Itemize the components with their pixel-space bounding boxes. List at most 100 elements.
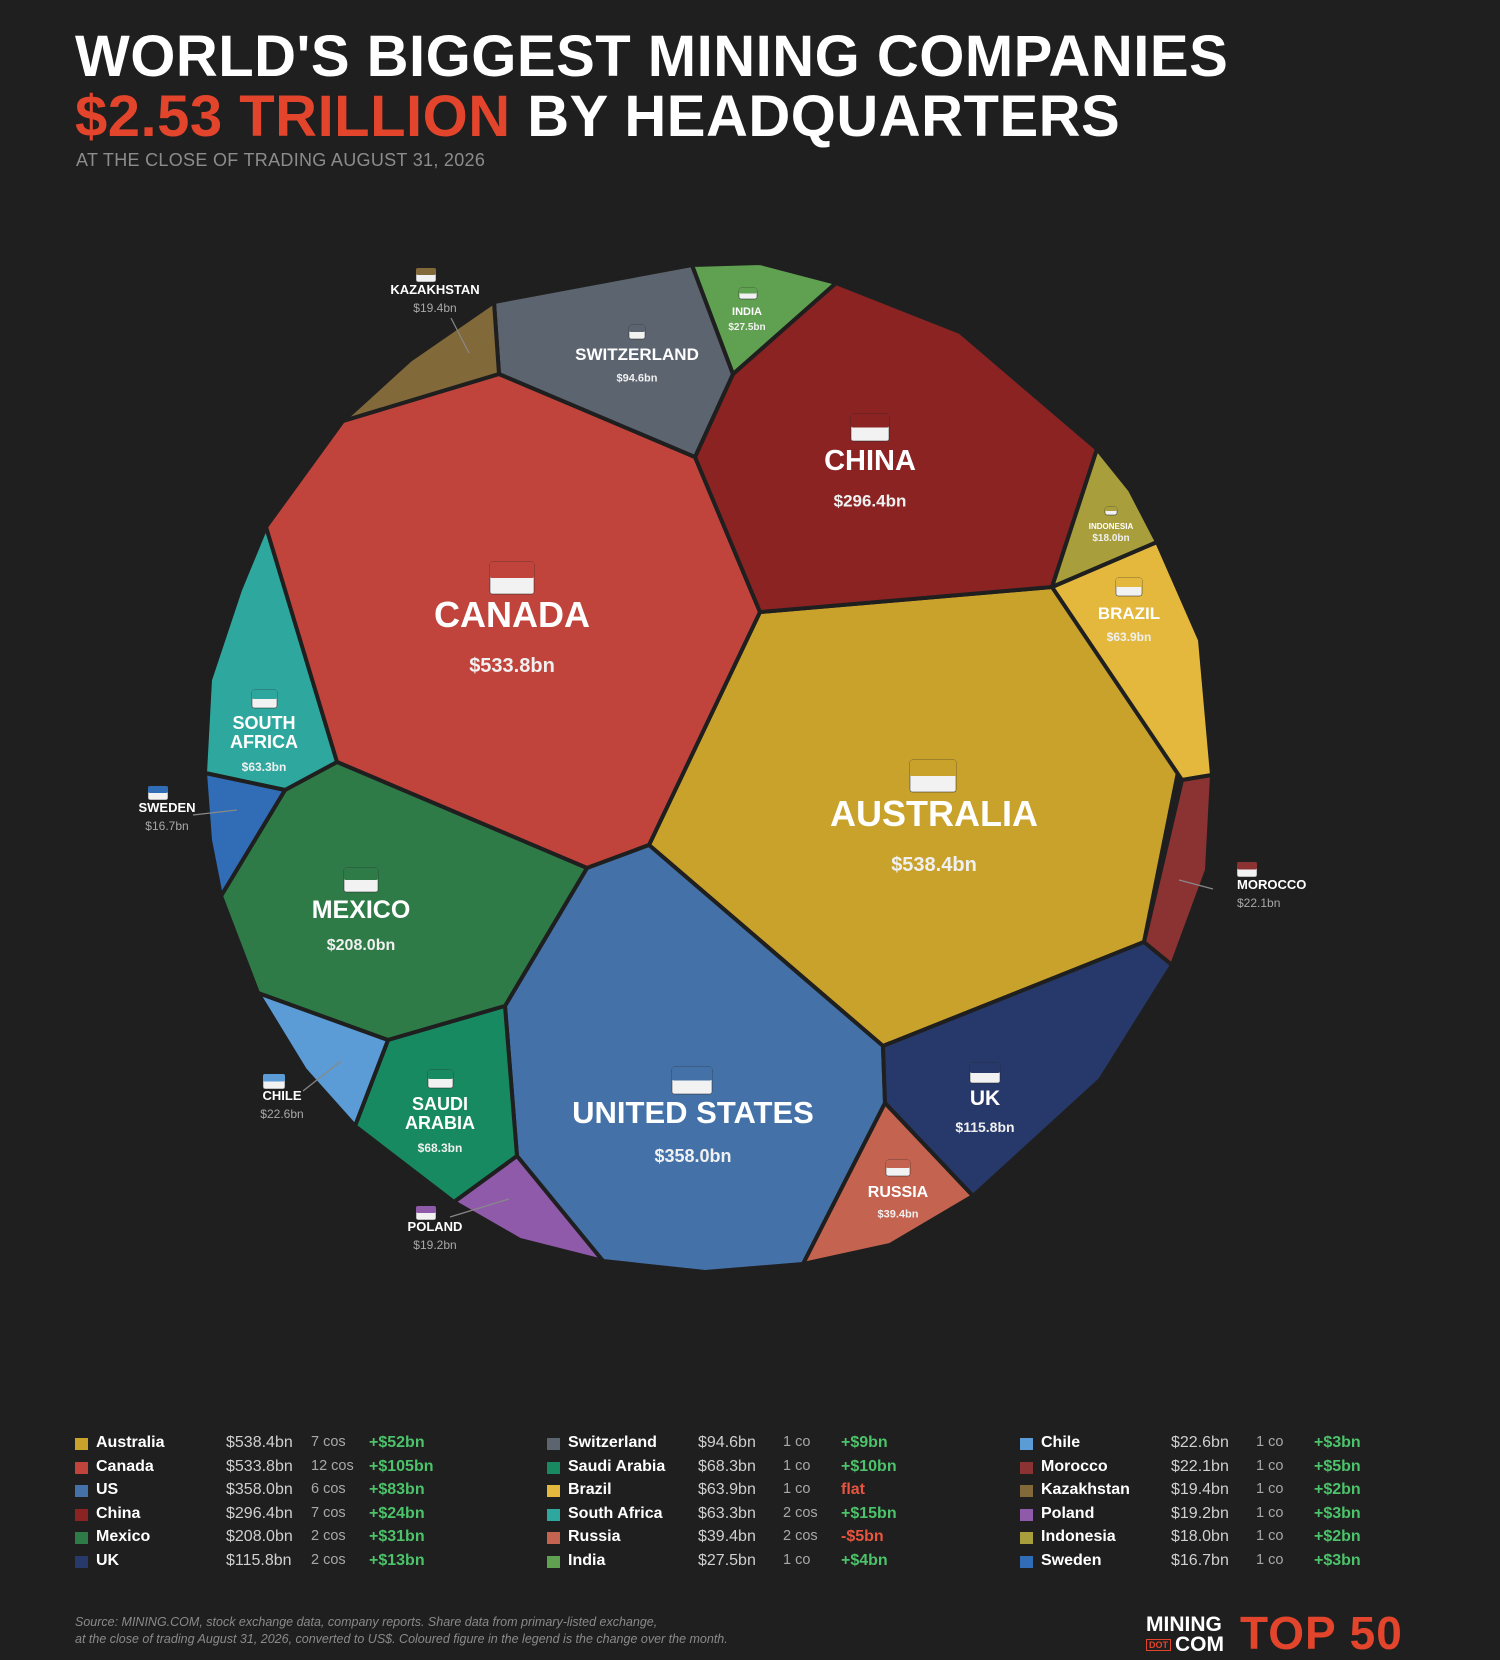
legend-company-count: 1 co (1256, 1551, 1284, 1568)
legend-country: Mexico (96, 1528, 151, 1545)
brazil-flag-icon (1115, 577, 1143, 597)
legend-country: Sweden (1041, 1551, 1102, 1569)
legend-swatch (75, 1532, 88, 1544)
cell-russia (801, 1101, 975, 1266)
chile-flag-icon (262, 1073, 286, 1090)
legend-change: +$83bn (369, 1481, 425, 1498)
russia-flag-icon (885, 1159, 911, 1177)
legend-item-indonesia: Indonesia $18.0bn 1 co +$2bn (1020, 1528, 1490, 1552)
russia-value-label: $39.4bn (878, 1209, 919, 1221)
morocco-label: MOROCCO (1237, 877, 1306, 892)
uk-label: UK (970, 1087, 1000, 1110)
legend-country: Poland (1041, 1504, 1095, 1522)
legend-country: China (96, 1504, 141, 1522)
legend-swatch (1020, 1461, 1033, 1474)
cell-sweden (203, 771, 287, 898)
kazakhstan-label: KAZAKHSTAN (390, 282, 479, 297)
legend-country: Canada (96, 1457, 154, 1475)
chile-leader-line (302, 1060, 342, 1092)
legend-country: US (96, 1481, 119, 1498)
canada-label: CANADA (434, 594, 590, 635)
south-africa-value-label: $63.3bn (242, 760, 287, 774)
legend-swatch (1020, 1438, 1033, 1450)
legend-country: Indonesia (1041, 1528, 1116, 1545)
brazil-label: BRAZIL (1098, 604, 1160, 623)
legend-country: Morocco (1041, 1457, 1108, 1475)
legend-country: Chile (1041, 1434, 1081, 1451)
mexico-value-label: $208.0bn (327, 937, 395, 954)
legend-value: $94.6bn (698, 1434, 756, 1451)
logo-bottom: COM (1175, 1633, 1224, 1656)
australia-value-label: $538.4bn (891, 854, 977, 876)
legend-swatch (1020, 1485, 1033, 1497)
sweden-flag-icon (147, 785, 169, 801)
chart-subtitle: AT THE CLOSE OF TRADING AUGUST 31, 2026 (76, 150, 486, 170)
australia-flag-icon (909, 759, 957, 793)
legend-company-count: 7 cos (311, 1434, 346, 1450)
india-label: INDIA (732, 306, 762, 318)
united-states-value-label: $358.0bn (654, 1146, 731, 1166)
saudi-arabia-label: ARABIA (405, 1113, 475, 1133)
cell-kazakhstan (341, 300, 501, 423)
legend-country: South Africa (568, 1504, 663, 1522)
australia-label: AUSTRALIA (830, 793, 1038, 834)
legend-company-count: 12 cos (311, 1457, 354, 1474)
legend-item-poland: Poland $19.2bn 1 co +$3bn (1020, 1505, 1490, 1529)
mexico-flag-icon (343, 867, 379, 893)
legend-item-kazakhstan: Kazakhstan $19.4bn 1 co +$2bn (1020, 1481, 1490, 1505)
indonesia-value-label: $18.0bn (1092, 533, 1129, 544)
morocco-leader-line (1178, 879, 1214, 890)
south-africa-flag-icon (251, 689, 278, 709)
canada-value-label: $533.8bn (469, 655, 555, 677)
legend-change: +$52bn (369, 1434, 425, 1451)
legend-country: Switzerland (568, 1434, 657, 1451)
legend-company-count: 1 co (783, 1481, 811, 1497)
legend-country: UK (96, 1551, 120, 1569)
legend-change: +$24bn (369, 1504, 425, 1522)
uk-flag-icon (969, 1062, 1001, 1084)
legend-column-2: Switzerland $94.6bn 1 co +$9bn Saudi Arabia $… (547, 1434, 1017, 1575)
kazakhstan-flag-icon (415, 267, 437, 283)
legend-swatch (1020, 1532, 1033, 1544)
legend-change: +$2bn (1314, 1528, 1361, 1545)
legend-change: +$4bn (841, 1551, 888, 1569)
morocco-value-label: $22.1bn (1237, 896, 1280, 910)
legend-column-3: Chile $22.6bn 1 co +$3bn Morocco $22.1bn 1 co +… (1020, 1434, 1490, 1575)
canada-flag-icon (489, 561, 535, 595)
legend-company-count: 1 co (1256, 1528, 1284, 1544)
legend-company-count: 6 cos (311, 1481, 346, 1497)
cell-indonesia (1050, 447, 1159, 589)
legend-swatch (1020, 1508, 1033, 1521)
legend-swatch (547, 1532, 560, 1544)
brazil-value-label: $63.9bn (1107, 630, 1152, 644)
legend-company-count: 1 co (783, 1551, 811, 1568)
legend-value: $19.2bn (1171, 1504, 1229, 1522)
legend-value: $208.0bn (226, 1528, 293, 1545)
mining-com-logo: MINING DOT COM (1146, 1614, 1231, 1656)
legend-company-count: 2 cos (311, 1551, 346, 1568)
legend-value: $115.8bn (226, 1551, 292, 1569)
legend-swatch (75, 1485, 88, 1497)
legend-item-brazil: Brazil $63.9bn 1 co flat (547, 1481, 1017, 1505)
legend-item-russia: Russia $39.4bn 2 cos -$5bn (547, 1528, 1017, 1552)
legend-value: $63.9bn (698, 1481, 756, 1498)
legend-change: +$10bn (841, 1457, 897, 1475)
legend-swatch (547, 1485, 560, 1497)
cell-chile (256, 991, 390, 1128)
legend-swatch (547, 1461, 560, 1474)
legend-value: $358.0bn (226, 1481, 293, 1498)
legend-change: +$105bn (369, 1457, 434, 1475)
source-line-1: Source: MINING.COM, stock exchange data,… (75, 1615, 658, 1629)
logo-dot: DOT (1146, 1639, 1171, 1652)
saudi-arabia-flag-icon (427, 1069, 454, 1089)
legend-company-count: 1 co (1256, 1457, 1284, 1474)
legend-value: $16.7bn (1171, 1551, 1229, 1569)
south-africa-label: SOUTH (233, 713, 296, 733)
legend-company-count: 1 co (1256, 1434, 1284, 1450)
legend-value: $39.4bn (698, 1528, 756, 1545)
legend-company-count: 7 cos (311, 1504, 346, 1521)
legend-company-count: 2 cos (311, 1528, 346, 1544)
indonesia-flag-icon (1104, 506, 1118, 516)
legend-change: -$5bn (841, 1528, 884, 1545)
legend-swatch (75, 1438, 88, 1450)
